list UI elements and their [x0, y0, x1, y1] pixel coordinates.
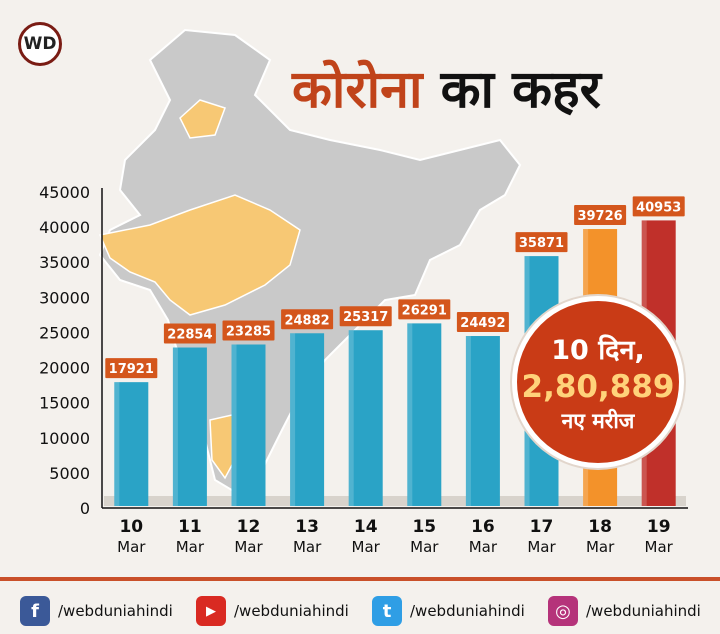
y-tick-label: 40000	[39, 218, 90, 237]
y-tick-label: 45000	[39, 183, 90, 202]
data-label-box	[632, 196, 685, 217]
social-handle: /webduniahindi	[58, 602, 173, 620]
data-label-box	[105, 358, 158, 379]
y-tick-label: 15000	[39, 394, 90, 413]
data-label-box	[163, 323, 216, 344]
data-label: 39726	[577, 209, 622, 224]
x-tick-sublabel: Mar	[117, 538, 146, 556]
y-tick-label: 0	[80, 499, 90, 518]
data-label: 24492	[460, 316, 505, 331]
twitter-icon: t	[372, 596, 402, 626]
bar	[290, 333, 325, 506]
data-label-box	[281, 309, 334, 330]
social-instagram[interactable]: ◎ /webduniahindi	[548, 596, 701, 626]
footer-divider	[0, 577, 720, 581]
x-tick-label: 16	[471, 517, 495, 537]
bar-highlight	[114, 382, 120, 506]
bar	[114, 382, 149, 506]
bar	[348, 330, 383, 506]
y-tick-label: 5000	[49, 464, 90, 483]
bar-highlight	[407, 323, 413, 506]
instagram-icon: ◎	[548, 596, 578, 626]
bar-highlight	[465, 336, 471, 506]
y-tick-label: 10000	[39, 429, 90, 448]
webdunia-logo: WD	[18, 22, 62, 66]
x-tick-label: 10	[119, 517, 143, 537]
facebook-icon: f	[20, 596, 50, 626]
bar	[465, 336, 500, 506]
data-label: 17921	[109, 362, 154, 377]
x-tick-sublabel: Mar	[352, 538, 381, 556]
social-youtube[interactable]: ▶ /webduniahindi	[196, 596, 349, 626]
y-tick-label: 20000	[39, 359, 90, 378]
x-tick-sublabel: Mar	[586, 538, 615, 556]
x-tick-sublabel: Mar	[645, 538, 674, 556]
bar	[231, 344, 266, 506]
y-tick-label: 30000	[39, 288, 90, 307]
data-label: 40953	[636, 200, 681, 215]
data-label-box	[574, 205, 627, 226]
x-tick-sublabel: Mar	[293, 538, 322, 556]
badge-total: 2,80,889	[521, 368, 675, 405]
bar-highlight	[172, 347, 178, 506]
social-handle: /webduniahindi	[234, 602, 349, 620]
x-tick-label: 14	[354, 517, 378, 537]
bar	[172, 347, 207, 506]
data-label: 22854	[167, 328, 212, 343]
data-label-box	[398, 299, 451, 320]
social-handle: /webduniahindi	[410, 602, 525, 620]
footer	[0, 581, 720, 634]
title-part-1: कोरोना	[292, 60, 423, 120]
title-part-2: का कहर	[440, 60, 601, 120]
y-tick-label: 25000	[39, 323, 90, 342]
x-tick-label: 19	[647, 517, 671, 537]
social-handle: /webduniahindi	[586, 602, 701, 620]
social-twitter[interactable]: t /webduniahindi	[372, 596, 525, 626]
data-label: 23285	[226, 324, 271, 339]
bar-highlight	[348, 330, 354, 506]
data-label: 26291	[402, 303, 447, 318]
bar-highlight	[231, 344, 237, 506]
x-tick-label: 12	[237, 517, 261, 537]
x-tick-label: 18	[588, 517, 612, 537]
badge-line-1: 10 दिन,	[551, 334, 645, 366]
data-label: 35871	[519, 236, 564, 251]
x-tick-label: 15	[412, 517, 436, 537]
data-label-box	[456, 312, 509, 333]
data-label-box	[222, 320, 275, 341]
data-label: 24882	[284, 313, 329, 328]
social-facebook[interactable]: f /webduniahindi	[20, 596, 173, 626]
x-tick-sublabel: Mar	[234, 538, 263, 556]
x-tick-sublabel: Mar	[527, 538, 556, 556]
x-tick-label: 17	[530, 517, 554, 537]
total-cases-badge: 10 दिन, 2,80,889 नए मरीज	[512, 296, 684, 468]
x-tick-sublabel: Mar	[176, 538, 205, 556]
data-label-box	[339, 306, 392, 327]
data-label-box	[515, 232, 568, 253]
youtube-icon: ▶	[196, 596, 226, 626]
base-strip	[104, 496, 686, 506]
x-tick-label: 11	[178, 517, 202, 537]
badge-line-3: नए मरीज	[561, 408, 635, 433]
bar	[407, 323, 442, 506]
bar-highlight	[290, 333, 296, 506]
data-label: 25317	[343, 310, 388, 325]
x-tick-sublabel: Mar	[410, 538, 439, 556]
y-tick-label: 35000	[39, 253, 90, 272]
page-title: कोरोना का कहर	[292, 52, 601, 123]
x-tick-sublabel: Mar	[469, 538, 498, 556]
x-tick-label: 13	[295, 517, 319, 537]
